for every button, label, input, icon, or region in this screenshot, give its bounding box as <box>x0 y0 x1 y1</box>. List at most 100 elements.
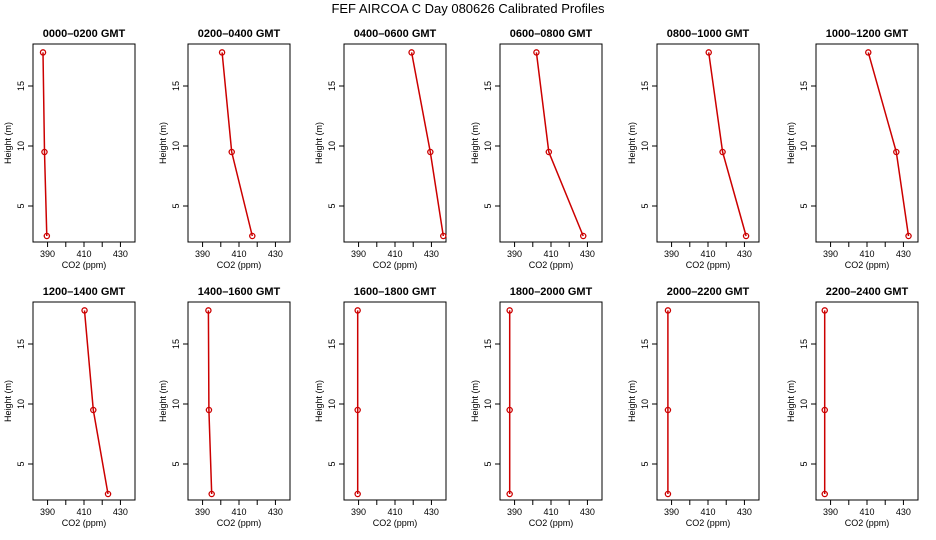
plot-frame <box>343 43 447 243</box>
x-axis-label: CO2 (ppm) <box>845 260 890 270</box>
y-tick-label: 5 <box>640 461 650 466</box>
plot-frame <box>499 43 603 243</box>
plot-frame <box>656 301 760 501</box>
y-tick-label: 5 <box>327 461 337 466</box>
panel-title: 0200–0400 GMT <box>198 28 281 40</box>
y-tick-label: 5 <box>171 203 181 208</box>
data-point <box>43 232 51 240</box>
x-tick-label: 430 <box>113 507 128 517</box>
chart-panel-7: 1200–1400 GMT 390 410 430 5 10 15 CO2 (ppm) Heig… <box>3 286 136 528</box>
data-point <box>90 406 97 414</box>
data-point <box>249 232 256 240</box>
y-axis-label: Height (m) <box>470 122 480 164</box>
panel-title: 0000–0200 GMT <box>43 28 126 40</box>
y-axis-label: Height (m) <box>627 122 637 164</box>
y-tick-label: 5 <box>327 203 337 208</box>
chart-panel-3: 0400–0600 GMT 390 410 430 5 10 15 CO2 (ppm) Heig… <box>314 28 447 270</box>
data-point <box>821 490 828 498</box>
plot-frame <box>815 301 919 501</box>
data-point <box>228 148 235 156</box>
panel-title: 1600–1800 GMT <box>354 286 437 298</box>
chart-panel-12: 2200–2400 GMT 390 410 430 5 10 15 CO2 (ppm) Heig… <box>786 286 919 528</box>
data-point <box>81 307 88 314</box>
x-tick-label: 430 <box>268 507 283 517</box>
plot-frame <box>187 301 291 501</box>
x-tick-label: 410 <box>543 507 558 517</box>
x-tick-label: 410 <box>231 507 246 517</box>
x-tick-label: 390 <box>195 507 210 517</box>
data-point <box>39 49 47 56</box>
x-axis-label: CO2 (ppm) <box>217 260 262 270</box>
x-tick-label: 430 <box>737 249 752 259</box>
y-tick-label: 5 <box>16 203 26 208</box>
x-tick-label: 390 <box>40 507 55 517</box>
y-tick-label: 10 <box>799 399 809 409</box>
plot-frame <box>343 301 447 501</box>
x-tick-label: 410 <box>859 507 874 517</box>
data-point <box>533 49 540 56</box>
chart-panel-2: 0200–0400 GMT 390 410 430 5 10 15 CO2 (ppm) Heig… <box>158 28 291 270</box>
x-tick-label: 390 <box>664 507 679 517</box>
y-tick-label: 10 <box>171 399 181 409</box>
x-tick-label: 410 <box>543 249 558 259</box>
profile-line <box>42 52 48 237</box>
y-tick-label: 15 <box>171 81 181 91</box>
x-tick-label: 410 <box>387 249 402 259</box>
data-point <box>506 406 513 414</box>
data-point <box>893 148 900 156</box>
x-tick-label: 430 <box>580 507 595 517</box>
y-tick-label: 15 <box>16 339 26 349</box>
chart-panel-5: 0800–1000 GMT 390 410 430 5 10 15 CO2 (ppm) Heig… <box>627 28 760 270</box>
profile-line <box>707 52 747 237</box>
x-axis-label: CO2 (ppm) <box>686 518 731 528</box>
data-point <box>579 232 587 240</box>
profile-line <box>83 310 109 495</box>
x-tick-label: 430 <box>268 249 283 259</box>
y-tick-label: 15 <box>483 81 493 91</box>
data-point <box>705 49 712 56</box>
y-tick-label: 10 <box>171 141 181 151</box>
y-tick-label: 15 <box>171 339 181 349</box>
data-point <box>742 232 750 240</box>
y-tick-label: 15 <box>640 81 650 91</box>
chart-panel-1: 0000–0200 GMT 390 410 430 5 10 15 CO2 (ppm) Heig… <box>3 28 136 270</box>
y-tick-label: 10 <box>640 399 650 409</box>
x-tick-label: 390 <box>823 507 838 517</box>
x-tick-label: 390 <box>823 249 838 259</box>
y-tick-label: 5 <box>483 203 493 208</box>
chart-panel-11: 2000–2200 GMT 390 410 430 5 10 15 CO2 (ppm) Heig… <box>627 286 760 528</box>
panel-title: 1200–1400 GMT <box>43 286 126 298</box>
x-tick-label: 390 <box>40 249 55 259</box>
x-tick-label: 410 <box>76 249 91 259</box>
data-point <box>664 406 672 414</box>
y-axis-label: Height (m) <box>3 380 13 422</box>
data-point <box>719 148 726 156</box>
y-axis-label: Height (m) <box>627 380 637 422</box>
x-tick-label: 390 <box>507 507 522 517</box>
x-tick-label: 430 <box>737 507 752 517</box>
panel-title: 0600–0800 GMT <box>510 28 593 40</box>
data-point <box>545 148 553 156</box>
data-point <box>865 49 872 56</box>
data-point <box>506 490 513 498</box>
y-tick-label: 15 <box>799 81 809 91</box>
y-tick-label: 15 <box>327 339 337 349</box>
panel-title: 0400–0600 GMT <box>354 28 437 40</box>
x-tick-label: 390 <box>351 507 366 517</box>
x-axis-label: CO2 (ppm) <box>529 260 574 270</box>
data-point <box>208 490 215 498</box>
x-axis-label: CO2 (ppm) <box>529 518 574 528</box>
y-tick-label: 5 <box>16 461 26 466</box>
plot-frame <box>499 301 603 501</box>
y-tick-label: 5 <box>640 203 650 208</box>
x-axis-label: CO2 (ppm) <box>62 518 107 528</box>
x-tick-label: 430 <box>580 249 595 259</box>
y-tick-label: 5 <box>171 461 181 466</box>
data-point <box>664 307 672 314</box>
y-axis-label: Height (m) <box>158 380 168 422</box>
x-tick-label: 430 <box>896 249 911 259</box>
profile-line <box>535 52 584 237</box>
data-point <box>821 406 828 414</box>
y-axis-label: Height (m) <box>786 122 796 164</box>
x-tick-label: 390 <box>507 249 522 259</box>
